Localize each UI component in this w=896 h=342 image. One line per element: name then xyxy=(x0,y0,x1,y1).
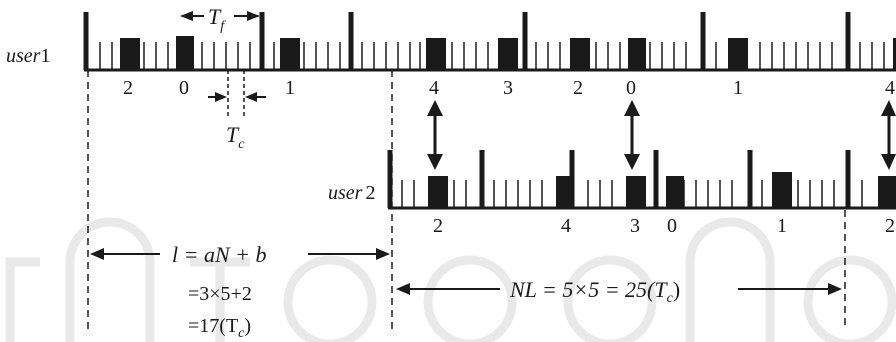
user2-label: user 2 xyxy=(328,182,375,204)
user2-frame-marker xyxy=(387,150,393,208)
alignment-arrow-1 xyxy=(427,100,443,170)
user2-hop-pattern: 2 4 3 0 1 2 xyxy=(387,150,896,237)
user1-hop-label: 2 xyxy=(123,77,133,99)
user1-hop-block xyxy=(893,38,896,70)
frame-duration-label: Tf xyxy=(208,4,226,34)
offset-formula: l = aN + b xyxy=(172,242,266,267)
user2-hop-label: 4 xyxy=(561,215,571,237)
user2-hop-block xyxy=(556,176,574,208)
user2-hop-block xyxy=(772,172,792,208)
watermark xyxy=(5,217,896,342)
user1-frame-marker xyxy=(259,12,265,70)
user1-hop-label: 1 xyxy=(285,77,295,99)
user1-hop-label: 4 xyxy=(885,77,895,99)
user1-hop-block xyxy=(570,38,590,70)
user1-frame-marker xyxy=(348,12,354,70)
user2-frame-marker xyxy=(479,150,485,208)
frame-duration-annotation: Tf xyxy=(180,2,260,34)
alignment-arrow-3 xyxy=(881,100,896,170)
user1-hop-label: 0 xyxy=(179,77,189,99)
user1-hop-block xyxy=(628,38,646,70)
period-arrow: NL = 5×5 = 25(Tc) xyxy=(396,277,842,306)
user1-hop-block xyxy=(120,38,140,70)
user1-hop-label: 4 xyxy=(429,77,439,99)
period-formula: NL = 5×5 = 25(Tc) xyxy=(509,277,680,306)
user2-frame-marker xyxy=(747,150,753,208)
user2-hop-label: 2 xyxy=(885,215,895,237)
offset-result: =17(Tc) xyxy=(188,315,251,341)
user2-hop-label: 0 xyxy=(667,215,677,237)
user1-hop-block xyxy=(280,38,300,70)
user2-hop-label: 3 xyxy=(630,215,640,237)
user1-frame-marker xyxy=(522,12,528,70)
user1-hop-label: 3 xyxy=(503,77,513,99)
user2-hop-label: 1 xyxy=(777,215,787,237)
user2-hop-block xyxy=(666,176,684,208)
user1-frame-marker xyxy=(83,12,89,70)
offset-calculation: =3×5+2 xyxy=(188,283,252,305)
user1-hop-block xyxy=(728,38,748,70)
user1-frame-marker xyxy=(845,12,851,70)
user1-hop-label: 2 xyxy=(573,77,583,99)
user1-hop-block xyxy=(426,38,446,70)
user2-frame-marker xyxy=(653,150,659,208)
user1-label: user1 xyxy=(6,45,50,67)
offset-arrow: l = aN + b =3×5+2 =17(Tc) xyxy=(90,242,390,341)
user1-frame-marker xyxy=(700,12,706,70)
user1-hop-pattern: 2 0 1 4 3 2 0 1 4 xyxy=(83,12,896,99)
guide-lines xyxy=(87,70,846,330)
user2-hop-block xyxy=(626,176,646,208)
user2-frame-marker xyxy=(845,150,851,208)
user1-hop-label: 1 xyxy=(733,77,743,99)
alignment-arrows xyxy=(427,100,896,170)
alignment-arrow-2 xyxy=(624,100,640,170)
user2-hop-label: 2 xyxy=(433,215,443,237)
user1-hop-block xyxy=(498,38,518,70)
user2-hop-block xyxy=(428,176,448,208)
chip-duration-annotation: Tc xyxy=(208,70,266,152)
user1-hop-label: 0 xyxy=(626,77,636,99)
user2-hop-block xyxy=(878,176,896,208)
chip-duration-label: Tc xyxy=(226,122,245,152)
user1-hop-block xyxy=(176,36,194,70)
